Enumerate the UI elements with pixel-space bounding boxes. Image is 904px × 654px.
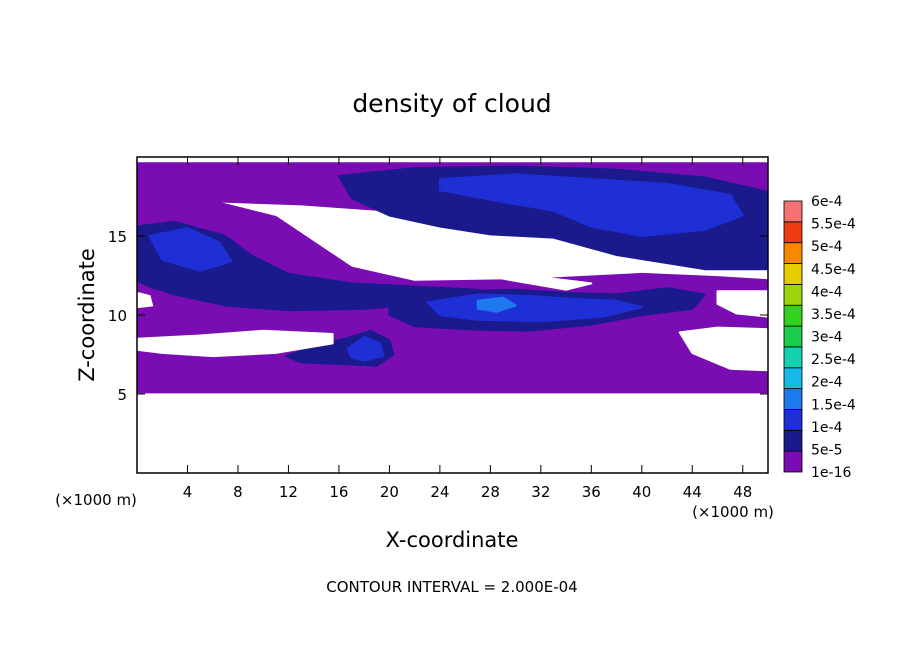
colorbar-swatch — [783, 325, 803, 348]
colorbar-swatch — [783, 304, 803, 327]
x-tick-label: 12 — [279, 483, 298, 501]
colorbar-label: 4.5e-4 — [811, 262, 856, 278]
colorbar-swatch — [783, 242, 803, 264]
colorbar-label: 4e-4 — [811, 284, 843, 300]
colorbar-swatch — [783, 200, 803, 223]
x-axis: 4 8 12 16 20 24 28 32 36 40 44 48 — [183, 157, 752, 501]
colorbar-swatch — [783, 409, 803, 431]
y-axis-units: (×1000 m) — [55, 491, 137, 509]
contour-region-9 — [148, 227, 233, 272]
colorbar-swatch — [783, 388, 803, 410]
y-tick-label: 5 — [117, 386, 127, 404]
x-tick-label: 48 — [733, 483, 752, 501]
contour-region-15 — [716, 290, 768, 318]
x-axis-units: (×1000 m) — [692, 503, 774, 521]
colorbar: 1e-16 5e-5 1e-4 1.5e-4 2e-4 2.5e-4 3e-4 3.5e-4 4… — [783, 194, 856, 481]
colorbar-swatch — [783, 221, 803, 244]
contour-region-11 — [476, 296, 517, 313]
colorbar-swatch — [783, 346, 803, 369]
colorbar-label: 5e-4 — [811, 239, 843, 255]
y-axis-label: Z-coordinate — [75, 248, 99, 382]
colorbar-label: 2e-4 — [811, 375, 843, 391]
contour-interval-note: CONTOUR INTERVAL = 2.000E-04 — [326, 578, 577, 596]
colorbar-label: 6e-4 — [811, 194, 843, 210]
colorbar-swatch — [783, 263, 803, 285]
x-tick-label: 24 — [430, 483, 449, 501]
contour-region-10 — [346, 336, 385, 362]
contour-region-13 — [137, 329, 334, 358]
y-tick-label: 15 — [108, 228, 127, 246]
x-axis-label: X-coordinate — [386, 528, 519, 552]
x-tick-label: 16 — [329, 483, 348, 501]
colorbar-swatch — [783, 367, 803, 390]
x-tick-label: 44 — [683, 483, 702, 501]
colorbar-label: 5.5e-4 — [811, 217, 856, 233]
colorbar-label: 3.5e-4 — [811, 307, 856, 323]
x-tick-label: 36 — [582, 483, 601, 501]
x-tick-label: 20 — [380, 483, 399, 501]
colorbar-label: 1e-16 — [811, 465, 851, 481]
colorbar-swatch — [783, 429, 803, 452]
x-tick-label: 4 — [183, 483, 193, 501]
contour-region-12 — [401, 223, 593, 291]
x-tick-label: 28 — [481, 483, 500, 501]
colorbar-swatch — [783, 283, 803, 306]
chart-title: density of cloud — [352, 89, 551, 118]
x-tick-label: 32 — [531, 483, 550, 501]
colorbar-label: 5e-5 — [811, 442, 842, 458]
x-tick-label: 8 — [233, 483, 243, 501]
colorbar-label: 2.5e-4 — [811, 352, 856, 368]
contour-region-16 — [137, 291, 154, 309]
x-tick-label: 40 — [632, 483, 651, 501]
contour-region-7 — [438, 173, 744, 237]
colorbar-swatch — [783, 450, 803, 473]
plot-area — [137, 162, 768, 394]
colorbar-label: 3e-4 — [811, 330, 843, 346]
y-axis: 5 10 15 — [108, 228, 768, 404]
colorbar-label: 1.5e-4 — [811, 397, 856, 413]
y-tick-label: 10 — [108, 307, 127, 325]
colorbar-label: 1e-4 — [811, 420, 843, 436]
contour-region-14 — [678, 326, 768, 372]
